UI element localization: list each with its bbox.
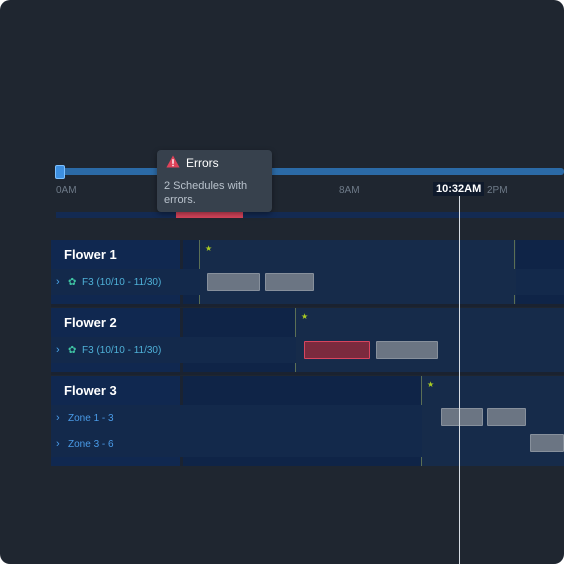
- errors-tooltip: Errors 2 Schedules with errors.: [157, 150, 272, 212]
- group-divider: [51, 372, 564, 375]
- group-flower-3: ★ Flower 3 › Zone 1 - 3 › Zone 3 - 6: [51, 376, 564, 466]
- row-label[interactable]: › Zone 3 - 6: [56, 431, 114, 457]
- schedule-block[interactable]: [441, 408, 483, 426]
- schedule-row: › ✿ F3 (10/10 - 11/30): [51, 269, 564, 295]
- tick-label: 2PM: [487, 185, 508, 196]
- row-label[interactable]: › Zone 1 - 3: [56, 405, 114, 431]
- chevron-right-icon[interactable]: ›: [56, 412, 60, 424]
- current-time-line: [459, 196, 460, 564]
- tooltip-title: Errors: [186, 156, 219, 170]
- chevron-right-icon[interactable]: ›: [56, 276, 60, 288]
- schedule-block[interactable]: [265, 273, 314, 291]
- schedule-row: › Zone 1 - 3: [51, 405, 564, 431]
- row-label[interactable]: › ✿ F3 (10/10 - 11/30): [56, 269, 161, 295]
- timeline-track[interactable]: [56, 168, 564, 175]
- schedule-block[interactable]: [487, 408, 526, 426]
- group-title: Flower 3: [64, 383, 117, 398]
- tooltip-message: 2 Schedules with errors.: [164, 180, 248, 206]
- current-time-badge: 10:32AM: [433, 182, 485, 196]
- plant-icon: ★: [427, 380, 435, 389]
- schedule-block-error[interactable]: [304, 341, 370, 359]
- group-flower-1: ★ Flower 1 › ✿ F3 (10/10 - 11/30): [51, 240, 564, 304]
- timeline-handle[interactable]: [55, 165, 65, 179]
- tick-label: 8AM: [339, 185, 360, 196]
- warning-icon: [166, 155, 180, 168]
- schedule-row: › ✿ F3 (10/10 - 11/30): [51, 337, 564, 363]
- group-divider: [51, 304, 564, 307]
- zone-label: Zone 3 - 6: [68, 439, 114, 450]
- crop-label: F3 (10/10 - 11/30): [82, 277, 162, 288]
- crop-sprout-icon: ✿: [68, 345, 77, 356]
- group-title: Flower 1: [64, 247, 117, 262]
- tick-label: 0AM: [56, 185, 77, 196]
- group-flower-2: ★ Flower 2 › ✿ F3 (10/10 - 11/30): [51, 308, 564, 372]
- plant-icon: ★: [205, 244, 213, 253]
- zone-label: Zone 1 - 3: [68, 413, 114, 424]
- schedule-block[interactable]: [376, 341, 438, 359]
- row-label[interactable]: › ✿ F3 (10/10 - 11/30): [56, 337, 161, 363]
- crop-sprout-icon: ✿: [68, 277, 77, 288]
- group-title: Flower 2: [64, 315, 117, 330]
- chevron-right-icon[interactable]: ›: [56, 438, 60, 450]
- overview-error-marker[interactable]: [176, 212, 243, 218]
- schedule-block[interactable]: [207, 273, 260, 291]
- schedule-row: › Zone 3 - 6: [51, 431, 564, 457]
- crop-label: F3 (10/10 - 11/30): [82, 345, 162, 356]
- plant-icon: ★: [301, 312, 309, 321]
- chevron-right-icon[interactable]: ›: [56, 344, 60, 356]
- overview-band: [56, 212, 564, 218]
- schedule-block[interactable]: [530, 434, 564, 452]
